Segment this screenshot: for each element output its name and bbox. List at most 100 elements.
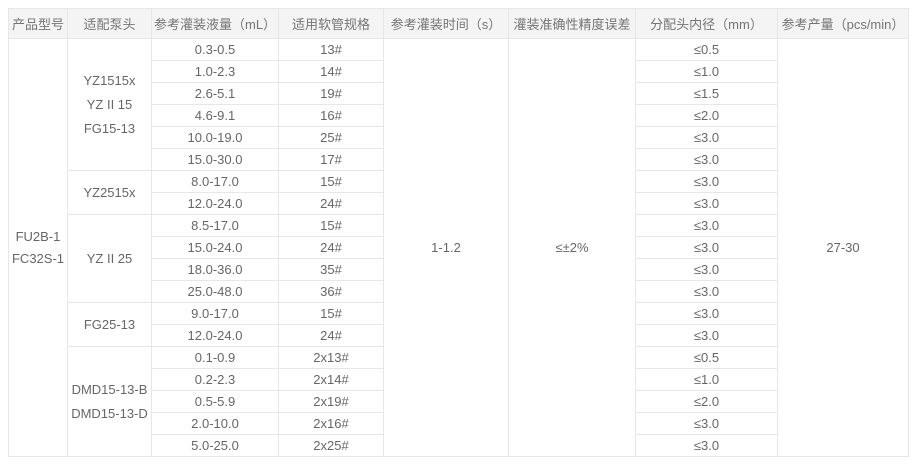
diameter-cell: ≤1.5 (635, 82, 778, 105)
tube-cell: 2x25# (278, 434, 384, 457)
table-row: 2.6-5.1 19# ≤1.5 (9, 82, 909, 105)
diameter-cell: ≤0.5 (635, 38, 778, 61)
volume-cell: 15.0-30.0 (151, 148, 279, 171)
table-row: 12.0-24.0 24# ≤3.0 (9, 324, 909, 347)
pump-head-line: DMD15-13-D (71, 405, 148, 421)
diameter-cell: ≤2.0 (635, 390, 778, 413)
diameter-cell: ≤3.0 (635, 302, 778, 325)
header-diameter: 分配头内径（mm） (635, 8, 778, 39)
header-row: 产品型号 适配泵头 参考灌装液量（mL） 适用软管规格 参考灌装时间（s） 灌装… (8, 8, 909, 39)
volume-cell: 8.0-17.0 (151, 170, 279, 193)
header-accuracy: 灌装准确性精度误差 (508, 8, 636, 39)
tube-cell: 19# (278, 82, 384, 105)
pump-head-cell: YZ2515x (67, 170, 152, 215)
tube-cell: 17# (278, 148, 384, 171)
diameter-cell: ≤3.0 (635, 412, 778, 435)
tube-cell: 2x16# (278, 412, 384, 435)
pump-head-line: FG25-13 (83, 316, 136, 332)
tube-cell: 35# (278, 258, 384, 281)
volume-cell: 8.5-17.0 (151, 214, 279, 237)
fill-time-cell: 1-1.2 (383, 38, 509, 457)
volume-cell: 15.0-24.0 (151, 236, 279, 259)
diameter-cell: ≤3.0 (635, 434, 778, 457)
tube-cell: 25# (278, 126, 384, 149)
diameter-cell: ≤3.0 (635, 126, 778, 149)
volume-cell: 0.1-0.9 (151, 346, 279, 369)
pump-head-cell: FG25-13 (67, 302, 152, 347)
volume-cell: 2.0-10.0 (151, 412, 279, 435)
tube-cell: 24# (278, 324, 384, 347)
volume-cell: 5.0-25.0 (151, 434, 279, 457)
tube-cell: 14# (278, 60, 384, 83)
tube-cell: 36# (278, 280, 384, 303)
volume-cell: 9.0-17.0 (151, 302, 279, 325)
table-row: YZ II 25 8.5-17.0 15# ≤3.0 (9, 214, 909, 303)
header-output: 参考产量（pcs/min） (777, 8, 909, 39)
diameter-cell: ≤1.0 (635, 368, 778, 391)
diameter-cell: ≤3.0 (635, 236, 778, 259)
tube-cell: 24# (278, 192, 384, 215)
volume-cell: 0.3-0.5 (151, 38, 279, 61)
output-cell: 27-30 (777, 38, 909, 457)
diameter-cell: ≤3.0 (635, 148, 778, 171)
diameter-cell: ≤1.0 (635, 60, 778, 83)
diameter-cell: ≤3.0 (635, 192, 778, 215)
pump-head-line: YZ2515x (83, 184, 136, 200)
tube-cell: 2x14# (278, 368, 384, 391)
volume-cell: 10.0-19.0 (151, 126, 279, 149)
header-product-model: 产品型号 (8, 8, 68, 39)
tube-cell: 13# (278, 38, 384, 61)
pump-specs-table: 产品型号 适配泵头 参考灌装液量（mL） 适用软管规格 参考灌装时间（s） 灌装… (8, 8, 909, 457)
volume-cell: 0.5-5.9 (151, 390, 279, 413)
table-row: 12.0-24.0 24# ≤3.0 (9, 192, 909, 215)
diameter-cell: ≤3.0 (635, 280, 778, 303)
volume-cell: 18.0-36.0 (151, 258, 279, 281)
table-row: 10.0-19.0 25# ≤3.0 (9, 126, 909, 149)
volume-cell: 1.0-2.3 (151, 60, 279, 83)
diameter-cell: ≤3.0 (635, 324, 778, 347)
volume-cell: 2.6-5.1 (151, 82, 279, 105)
pump-head-cell: DMD15-13-B DMD15-13-D (67, 346, 152, 457)
pump-head-cell: YZ1515x YZ II 15 FG15-13 (67, 38, 152, 171)
table-row: 5.0-25.0 2x25# ≤3.0 (9, 434, 909, 457)
tube-cell: 15# (278, 214, 384, 237)
diameter-cell: ≤0.5 (635, 346, 778, 369)
table-row: 15.0-24.0 24# ≤3.0 (9, 236, 909, 259)
diameter-cell: ≤3.0 (635, 170, 778, 193)
volume-cell: 4.6-9.1 (151, 104, 279, 127)
diameter-cell: ≤3.0 (635, 214, 778, 237)
table-row: 18.0-36.0 35# ≤3.0 (9, 258, 909, 281)
header-tube-spec: 适用软管规格 (278, 8, 384, 39)
pump-head-line: YZ II 15 (86, 96, 133, 112)
volume-cell: 0.2-2.3 (151, 368, 279, 391)
header-pump-head: 适配泵头 (67, 8, 152, 39)
table-row: FU2B-1 FC32S-1 YZ1515x YZ II 15 FG15-13 … (8, 38, 909, 457)
tube-cell: 24# (278, 236, 384, 259)
accuracy-cell: ≤±2% (508, 38, 636, 457)
table-row: 15.0-30.0 17# ≤3.0 (9, 148, 909, 171)
pump-head-line: YZ II 25 (86, 250, 133, 266)
header-fill-volume: 参考灌装液量（mL） (151, 8, 279, 39)
tube-cell: 2x19# (278, 390, 384, 413)
table-row: 1.0-2.3 14# ≤1.0 (9, 60, 909, 83)
diameter-cell: ≤3.0 (635, 258, 778, 281)
tube-cell: 16# (278, 104, 384, 127)
volume-cell: 25.0-48.0 (151, 280, 279, 303)
product-model-line: FU2B-1 (15, 228, 61, 244)
pump-head-line: YZ1515x (83, 72, 136, 88)
volume-cell: 12.0-24.0 (151, 192, 279, 215)
tube-cell: 15# (278, 302, 384, 325)
table-row: DMD15-13-B DMD15-13-D 0.1-0.9 2x13# ≤0.5 (9, 346, 909, 457)
pump-head-line: DMD15-13-B (71, 381, 148, 397)
pump-head-line: FG15-13 (83, 120, 136, 136)
diameter-cell: ≤2.0 (635, 104, 778, 127)
product-model-line: FC32S-1 (11, 250, 65, 266)
pump-head-cell: YZ II 25 (67, 214, 152, 303)
tube-cell: 15# (278, 170, 384, 193)
tube-cell: 2x13# (278, 346, 384, 369)
table-row: 0.2-2.3 2x14# ≤1.0 (9, 368, 909, 391)
table-row: 2.0-10.0 2x16# ≤3.0 (9, 412, 909, 435)
table-row: 0.5-5.9 2x19# ≤2.0 (9, 390, 909, 413)
header-fill-time: 参考灌装时间（s） (383, 8, 509, 39)
